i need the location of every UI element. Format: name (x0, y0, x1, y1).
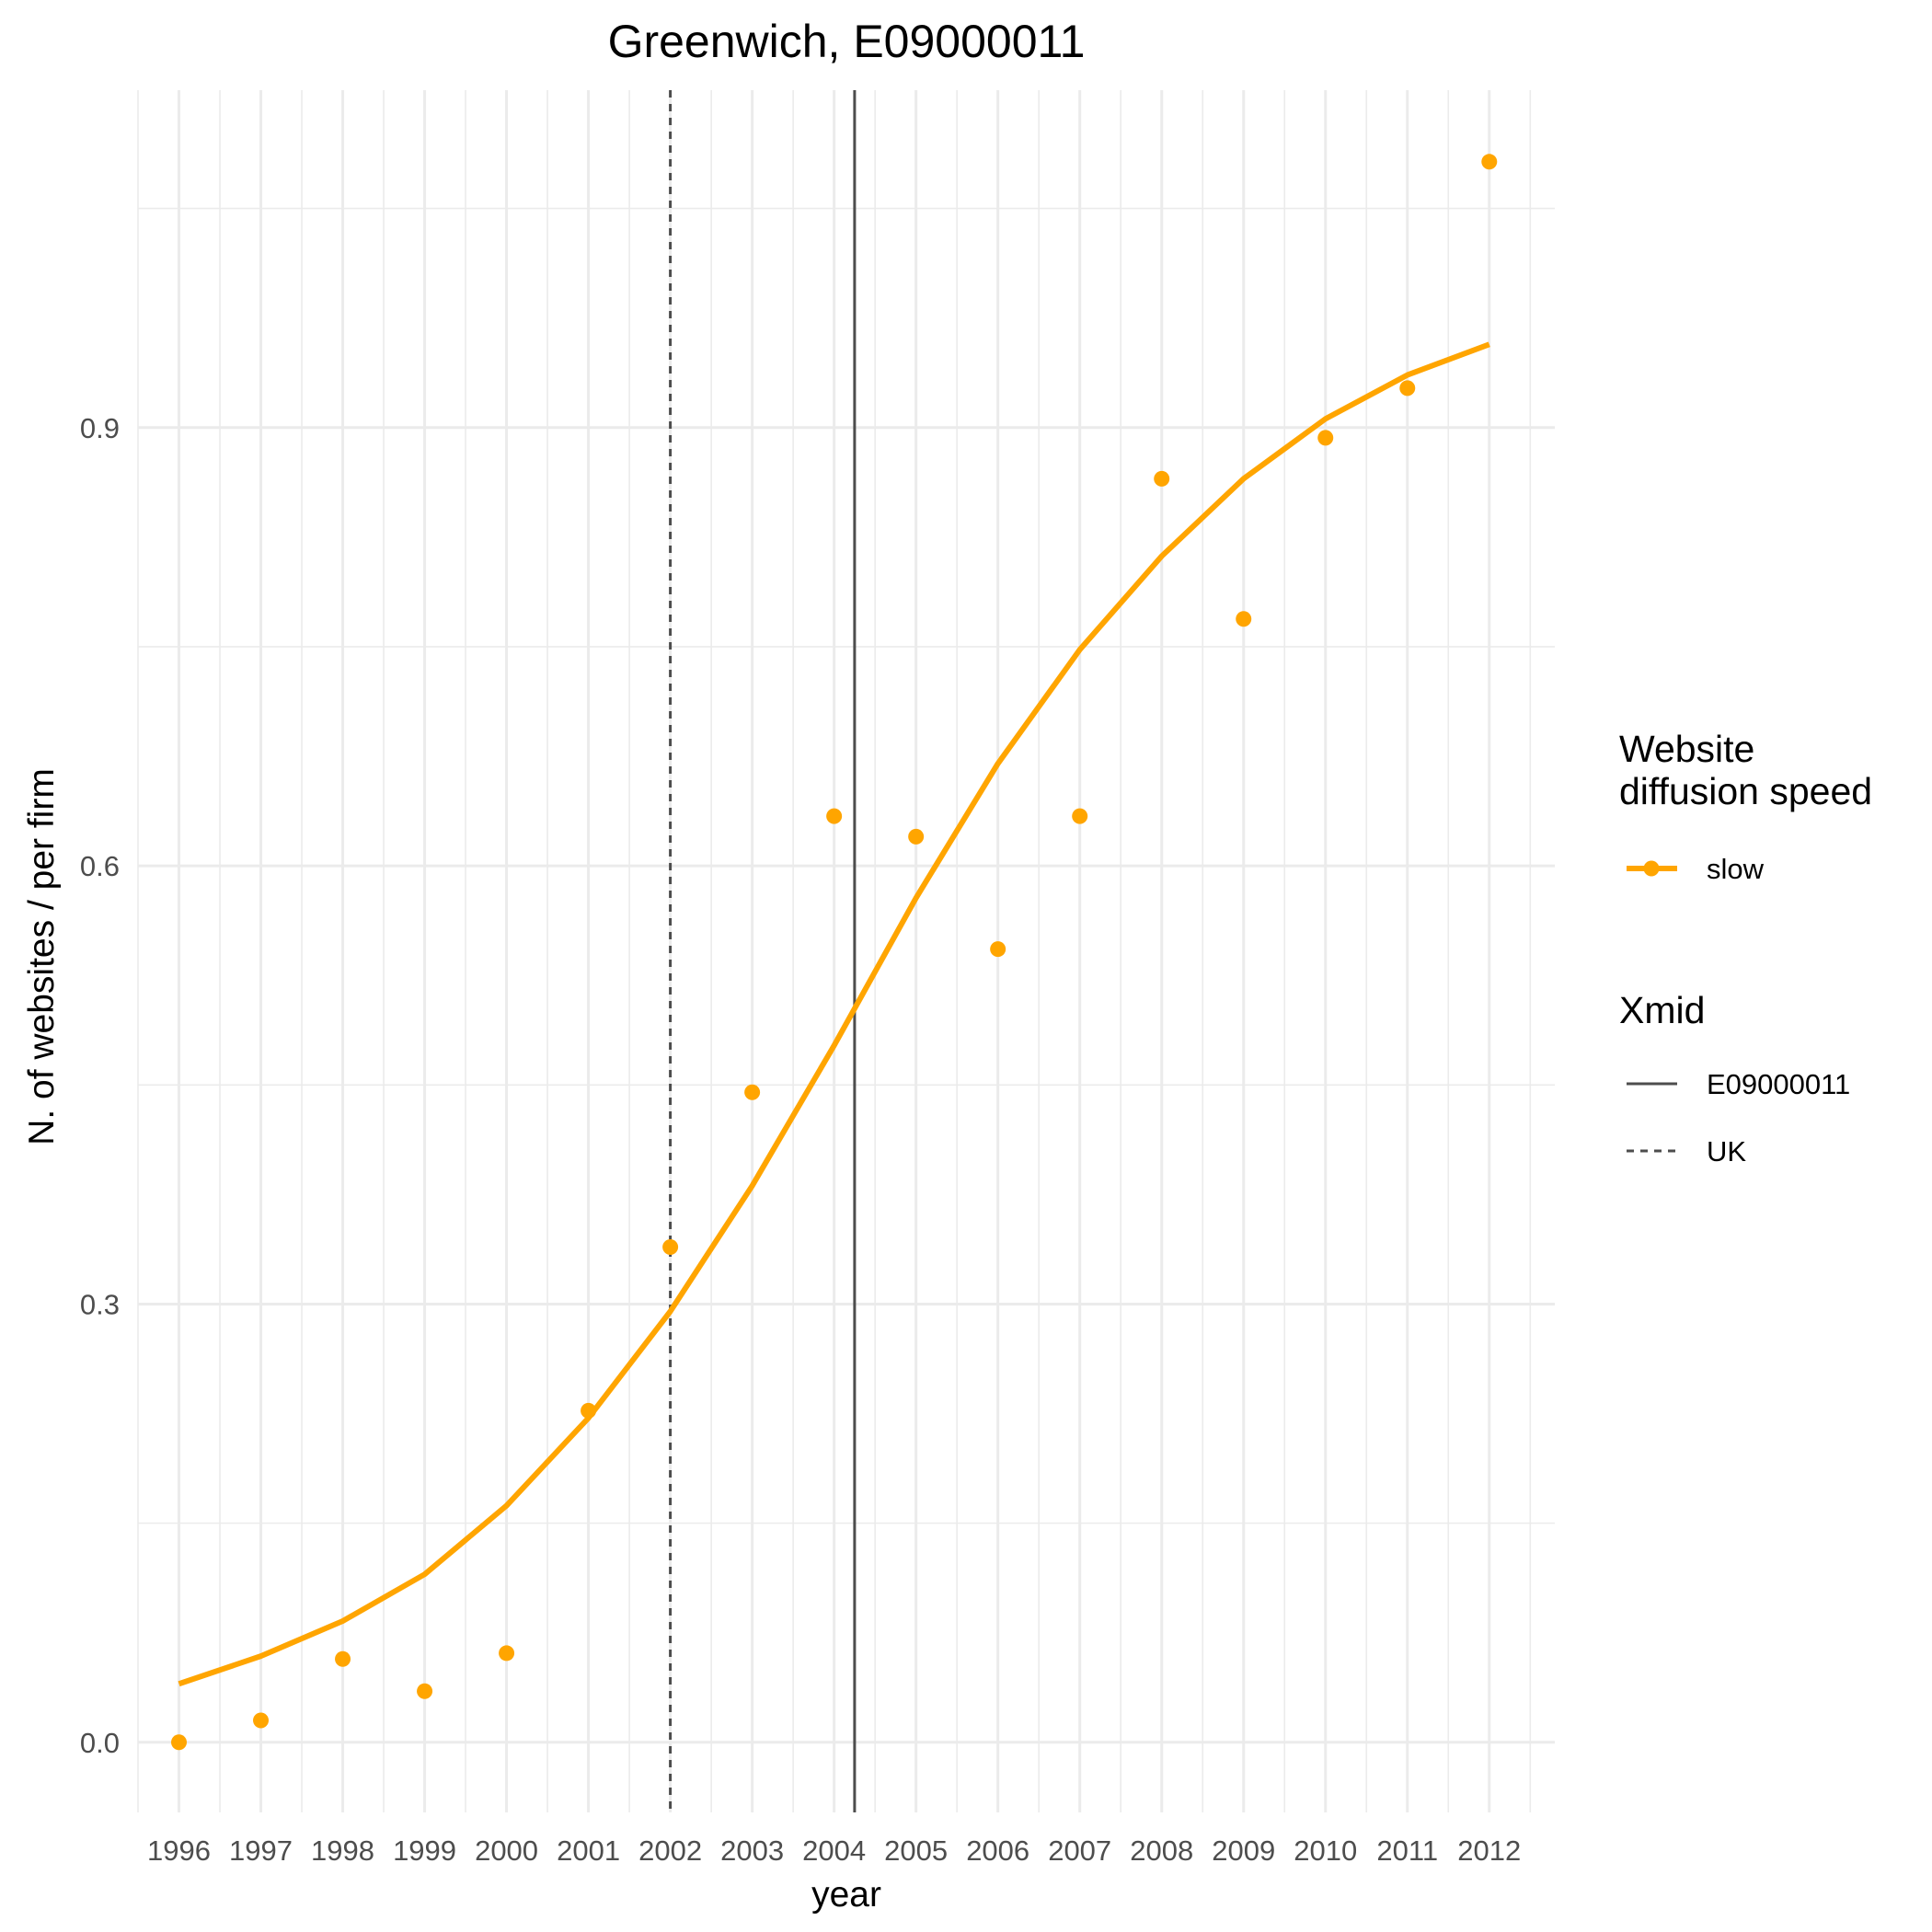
fitted-curve-layer (178, 341, 1490, 1687)
data-point (417, 1683, 433, 1699)
x-tick-labels: 1996 1997 1998 1999 2000 2001 2002 2003 2004 2005… (147, 1834, 1521, 1867)
data-point (581, 1402, 597, 1419)
data-point (1072, 808, 1088, 824)
x-tick-label: 1998 (311, 1834, 374, 1867)
data-point (990, 941, 1006, 958)
data-point (662, 1239, 679, 1256)
data-point (1317, 430, 1334, 446)
legend-key-point-slow (1643, 860, 1660, 877)
x-tick-label: 2009 (1212, 1834, 1275, 1867)
legend-label-uk: UK (1707, 1135, 1746, 1167)
data-point (1154, 470, 1170, 487)
data-point (499, 1645, 515, 1662)
legend-label-e09000011: E09000011 (1707, 1068, 1850, 1100)
x-tick-label: 2002 (638, 1834, 702, 1867)
y-tick-label: 0.6 (80, 850, 120, 882)
data-point (826, 808, 843, 824)
x-tick-label: 2003 (720, 1834, 784, 1867)
y-tick-label: 0.9 (80, 412, 120, 444)
y-tick-label: 0.3 (80, 1288, 120, 1320)
data-point (171, 1734, 188, 1751)
data-points-layer (171, 154, 1498, 1751)
x-tick-label: 2001 (557, 1834, 620, 1867)
grid-layer (137, 90, 1555, 1812)
x-tick-label: 2011 (1376, 1834, 1438, 1867)
data-point (908, 828, 925, 845)
x-tick-label: 2007 (1048, 1834, 1111, 1867)
legend-title-speed: diffusion speed (1619, 770, 1872, 812)
x-tick-label: 2005 (884, 1834, 948, 1867)
reference-lines (669, 90, 857, 1812)
data-point (253, 1712, 270, 1729)
x-tick-label: 2008 (1130, 1834, 1193, 1867)
fitted-line-slow (178, 341, 1490, 1687)
legend-label-slow: slow (1707, 853, 1765, 885)
legend-title-speed: Website (1619, 728, 1754, 770)
data-point (1481, 154, 1498, 170)
x-tick-label: 2006 (966, 1834, 1029, 1867)
x-tick-label: 2004 (802, 1834, 866, 1867)
data-point (1399, 380, 1416, 397)
data-point (1236, 611, 1252, 627)
y-tick-label: 0.0 (80, 1727, 120, 1759)
y-axis-title: N. of websites / per firm (22, 768, 62, 1145)
x-tick-label: 1996 (147, 1834, 211, 1867)
x-tick-label: 2010 (1294, 1834, 1357, 1867)
legend-title-xmid: Xmid (1619, 989, 1705, 1031)
x-tick-label: 1999 (393, 1834, 456, 1867)
x-tick-label: 2012 (1457, 1834, 1521, 1867)
x-tick-label: 2000 (475, 1834, 538, 1867)
data-point (744, 1084, 761, 1100)
chart-title: Greenwich, E09000011 (608, 16, 1086, 67)
y-tick-labels: 0.0 0.3 0.6 0.9 (80, 412, 120, 1759)
x-axis-title: year (811, 1875, 881, 1915)
data-point (335, 1650, 351, 1667)
x-tick-label: 1997 (229, 1834, 293, 1867)
